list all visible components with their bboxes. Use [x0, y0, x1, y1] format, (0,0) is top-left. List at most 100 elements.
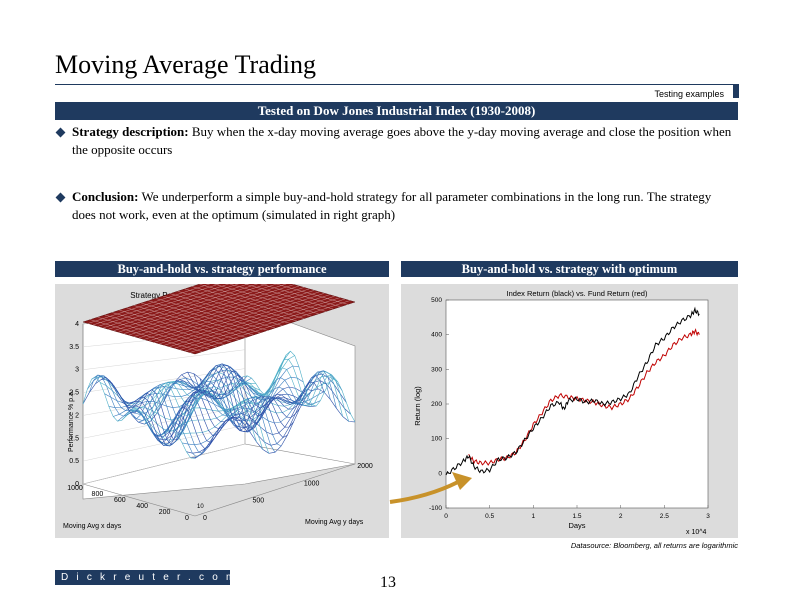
z-tick-label: 2 — [75, 412, 79, 419]
x-tick-label: 1.5 — [572, 513, 581, 520]
x-axis-ticks: 0 0.5 1 1.5 2 2.5 3 — [444, 505, 710, 520]
z-gridline — [82, 443, 246, 485]
y-tick-label: 100 — [431, 436, 442, 443]
z-gridline — [82, 349, 246, 370]
x-tick-label: 2.5 — [660, 513, 669, 520]
y-tick-label: 0 — [203, 515, 207, 522]
x-axis-label: Days — [568, 521, 585, 530]
main-banner: Tested on Dow Jones Industrial Index (19… — [55, 102, 738, 120]
section-label: Testing examples — [654, 89, 724, 99]
z-tick-label: 0 — [75, 481, 79, 488]
bullet-lead: Strategy description: — [72, 124, 189, 139]
mesh-line — [119, 391, 233, 446]
y-tick-label: 400 — [431, 332, 442, 339]
footnote: Datasource: Bloomberg, all returns are l… — [570, 541, 738, 550]
plane-gridline — [170, 293, 283, 326]
title-divider — [55, 84, 738, 85]
mesh-line — [187, 363, 300, 433]
plane-gridline — [144, 287, 305, 340]
right-panel-title: Buy-and-hold vs. strategy with optimum — [401, 261, 738, 277]
mesh-line — [101, 377, 214, 450]
y-tick-label: 1000 — [304, 480, 320, 487]
bullet-diamond-icon — [55, 127, 66, 138]
mesh-line — [193, 364, 306, 429]
surface-chart: Strategy Performance (% p.a. vs. buy-and… — [55, 269, 389, 538]
z-gridline — [82, 406, 246, 439]
mesh-line — [242, 350, 356, 423]
x-tick-label: 800 — [92, 491, 104, 498]
fund-return-line — [468, 328, 700, 466]
mesh-line — [150, 381, 263, 450]
series-lines — [445, 306, 700, 476]
bullet-diamond-icon — [55, 192, 66, 203]
plane-gridline — [213, 279, 326, 312]
mesh-line — [218, 371, 331, 405]
plane-gridline — [192, 286, 305, 319]
surface-mesh — [82, 350, 356, 459]
x-tick-label: 400 — [136, 503, 148, 510]
y-tick-label: 2000 — [357, 463, 373, 470]
plane-gridline — [159, 291, 320, 345]
mesh-line — [224, 370, 337, 409]
mesh-line — [82, 376, 196, 459]
mesh-line — [95, 375, 208, 454]
mesh-line — [230, 367, 343, 417]
footer-logo: Dickreuter.com — [55, 570, 230, 585]
mesh-line — [113, 385, 227, 447]
plane-gridline — [184, 288, 297, 322]
y-tick-label: 200 — [431, 401, 442, 408]
z-tick-label: 3.5 — [69, 344, 79, 351]
y-axis-ticks: -100 0 100 200 300 400 500 — [429, 297, 449, 512]
bullet-conclusion: Conclusion: We underperform a simple buy… — [72, 188, 737, 224]
plane-gridline — [189, 300, 350, 353]
x-axis-ticks: 1000 800 600 400 200 0 — [67, 485, 189, 522]
surface-chart-panel: Strategy Performance (% p.a. vs. buy-and… — [55, 269, 389, 538]
x-tick-label: 1 — [532, 513, 536, 520]
z-tick-label: 4 — [75, 321, 79, 328]
y-tick-label: 500 — [431, 297, 442, 304]
mesh-line — [236, 358, 350, 422]
plot-area — [445, 299, 709, 509]
plane-gridline — [149, 288, 310, 342]
plane-gridline — [179, 297, 340, 350]
mesh-line — [144, 382, 257, 442]
x-tick-label: 0 — [185, 515, 189, 522]
x-axis-label: Moving Avg x days — [63, 523, 122, 530]
x-tick-label: 1000 — [67, 485, 83, 492]
z-axis-ticks: 0 0.5 1.5 2 2.5 3 3.5 4 — [69, 321, 79, 488]
plane-gridline — [174, 295, 335, 349]
z-axis-label: Performance % p.a. — [68, 390, 75, 452]
bullet-text: Buy when the x-day moving average goes a… — [72, 124, 732, 157]
page-number: 13 — [380, 574, 396, 591]
y-axis-label: Moving Avg y days — [305, 519, 364, 526]
mesh-line — [132, 387, 245, 435]
x-multiplier-label: x 10^4 — [686, 529, 707, 536]
mesh-line — [168, 374, 282, 447]
x-tick-label: 0.5 — [485, 513, 494, 520]
bullet-text: We underperform a simple buy-and-hold st… — [72, 189, 712, 222]
plane-gridline — [199, 283, 312, 317]
y-tick-label: -100 — [429, 505, 442, 512]
plane-gridline — [169, 294, 330, 347]
line-chart-panel: Index Return (black) vs. Fund Return (re… — [401, 284, 738, 538]
z-tick-label: 0.5 — [69, 458, 79, 465]
bullet-lead: Conclusion: — [72, 189, 139, 204]
mesh-line — [205, 370, 319, 417]
y-axis-ticks: 0 500 1000 2000 — [203, 463, 373, 522]
plane-gridline — [206, 281, 319, 315]
line-chart-title: Index Return (black) vs. Fund Return (re… — [507, 289, 648, 298]
x-tick-label: 3 — [706, 513, 710, 520]
plane-gridline — [177, 291, 290, 324]
z-tick-label: 3 — [75, 367, 79, 374]
reference-plane — [82, 269, 356, 355]
bullet-strategy: Strategy description: Buy when the x-day… — [72, 123, 737, 159]
x-tick-label: 2 — [619, 513, 623, 520]
mesh-line — [211, 374, 325, 409]
plane-gridline — [184, 298, 345, 352]
z-tick-label: 2.5 — [69, 390, 79, 397]
line-chart: Index Return (black) vs. Fund Return (re… — [401, 284, 738, 538]
y-tick-label: 300 — [431, 366, 442, 373]
optimum-arrow-icon — [389, 472, 472, 504]
corner-tab — [733, 84, 739, 98]
mesh-line — [107, 379, 220, 446]
